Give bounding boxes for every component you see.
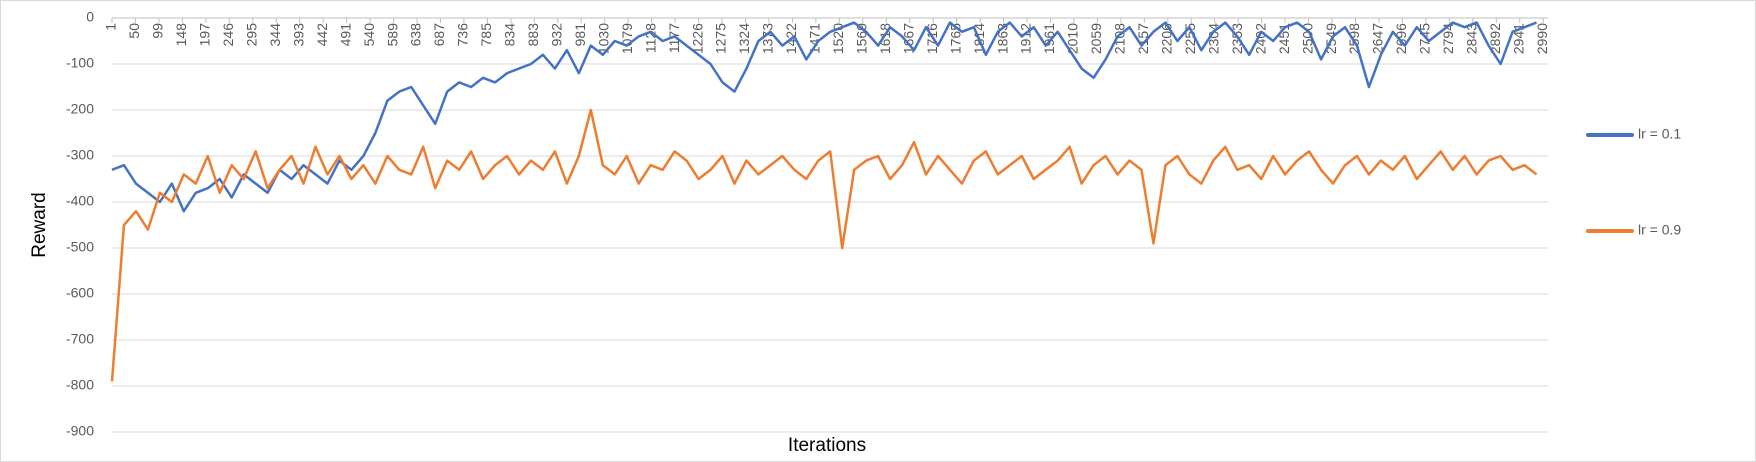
x-tick-label: 589	[384, 23, 400, 47]
x-tick-label: 2843	[1464, 23, 1480, 54]
x-tick-label: 2451	[1276, 23, 1292, 54]
x-tick-label: 50	[126, 23, 142, 39]
legend-label: lr = 0.1	[1638, 126, 1681, 142]
x-tick-label: 148	[173, 23, 189, 47]
x-tick-label: 638	[408, 23, 424, 47]
x-tick-label: 1324	[736, 23, 752, 54]
x-tick-label: 1373	[760, 23, 776, 54]
x-tick-label: 1961	[1041, 23, 1057, 54]
x-tick-label: 246	[220, 23, 236, 47]
x-tick-label: 932	[548, 23, 564, 47]
x-tick-label: 785	[478, 23, 494, 47]
x-tick-label: 540	[361, 23, 377, 47]
y-tick-label: -700	[66, 331, 94, 347]
y-tick-label: -300	[66, 147, 94, 163]
y-axis-title: Reward	[29, 192, 50, 257]
x-tick-label: 1275	[713, 23, 729, 54]
x-tick-label: 687	[431, 23, 447, 47]
x-tick-label: 981	[572, 23, 588, 47]
x-axis-title: Iterations	[788, 435, 866, 456]
x-tick-label: 1226	[689, 23, 705, 54]
y-tick-label: -600	[66, 285, 94, 301]
y-tick-label: -800	[66, 377, 94, 393]
x-tick-label: 442	[314, 23, 330, 47]
x-tick-label: 2598	[1346, 23, 1362, 54]
x-tick-label: 197	[197, 23, 213, 47]
x-tick-label: 2990	[1534, 23, 1550, 54]
x-tick-label: 1	[103, 23, 119, 31]
x-tick-label: 2059	[1088, 23, 1104, 54]
x-tick-label: 2500	[1299, 23, 1315, 54]
x-tick-label: 736	[455, 23, 471, 47]
x-tick-label: 295	[243, 23, 259, 47]
data-line	[111, 21, 1537, 213]
x-tick-label: 1079	[619, 23, 635, 54]
x-tick-label: 2402	[1252, 23, 1268, 54]
y-tick-label: 0	[86, 9, 94, 25]
x-tick-label: 491	[337, 23, 353, 47]
x-tick-label: 99	[150, 23, 166, 39]
y-tick-label: -400	[66, 193, 94, 209]
x-tick-label: 2010	[1065, 23, 1081, 54]
x-tick-label: 2304	[1205, 23, 1221, 54]
x-tick-label: 344	[267, 23, 283, 47]
x-tick-label: 2892	[1487, 23, 1503, 54]
x-tick-label: 1667	[900, 23, 916, 54]
y-tick-label: -100	[66, 55, 94, 71]
y-tick-label: -200	[66, 101, 94, 117]
x-tick-label: 2108	[1112, 23, 1128, 54]
y-tick-label: -500	[66, 239, 94, 255]
data-line	[110, 108, 1538, 382]
legend-label: lr = 0.9	[1638, 222, 1681, 238]
x-tick-label: 1128	[642, 23, 658, 53]
x-tick-label: 1030	[595, 23, 611, 54]
x-tick-label: 2353	[1229, 23, 1245, 54]
x-tick-label: 1471	[807, 23, 823, 54]
x-tick-label: 393	[290, 23, 306, 47]
x-tick-label: 834	[502, 23, 518, 47]
x-tick-label: 2157	[1135, 23, 1151, 54]
x-tick-label: 883	[525, 23, 541, 47]
x-tick-label: 2647	[1370, 23, 1386, 54]
y-tick-label: -900	[66, 423, 94, 439]
x-tick-label: 2696	[1393, 23, 1409, 54]
